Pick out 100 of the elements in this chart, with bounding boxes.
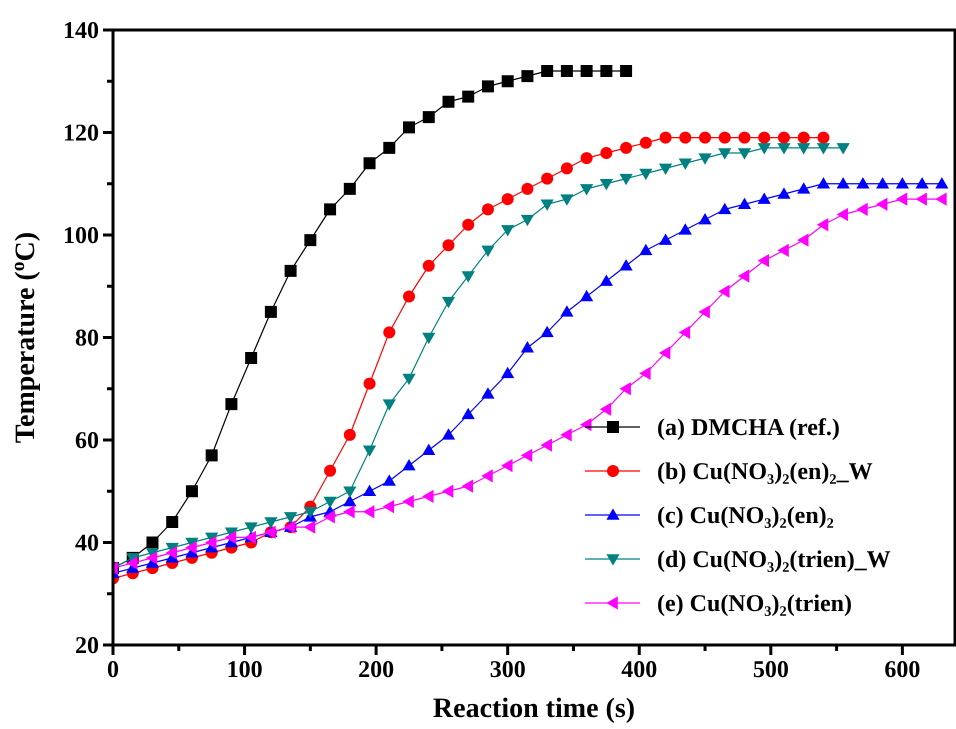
point xyxy=(206,449,218,462)
point xyxy=(146,536,158,548)
point xyxy=(364,378,376,390)
point xyxy=(186,485,198,498)
point xyxy=(403,121,416,134)
point xyxy=(383,142,396,154)
point xyxy=(324,464,336,477)
point xyxy=(836,177,850,189)
point xyxy=(244,522,258,534)
point xyxy=(658,234,672,245)
point xyxy=(777,244,789,257)
point xyxy=(481,246,495,257)
point xyxy=(166,546,178,560)
point xyxy=(264,517,278,529)
point xyxy=(836,208,848,222)
point xyxy=(777,143,791,154)
point xyxy=(362,505,374,518)
point xyxy=(382,500,394,514)
point xyxy=(343,505,355,518)
legend-label: (d) Cu(NO₃)₂(trien)_W xyxy=(657,547,891,573)
point xyxy=(402,459,416,470)
point xyxy=(442,484,454,498)
point xyxy=(699,132,712,144)
point xyxy=(323,510,335,524)
y-tick-label: 60 xyxy=(75,428,99,454)
point xyxy=(521,182,534,195)
point xyxy=(797,182,810,194)
point xyxy=(403,290,416,302)
legend-label: (a) DMCHA (ref.) xyxy=(657,415,840,441)
point xyxy=(166,516,178,528)
x-tick-label: 300 xyxy=(490,657,526,683)
point xyxy=(718,202,732,214)
point xyxy=(482,203,494,216)
point xyxy=(482,80,494,92)
point xyxy=(896,192,908,206)
point xyxy=(660,132,672,144)
x-tick-label: 500 xyxy=(752,657,789,683)
point xyxy=(738,132,750,144)
point xyxy=(225,398,238,410)
point xyxy=(935,177,948,189)
point xyxy=(462,218,474,231)
point xyxy=(797,143,810,154)
point xyxy=(364,157,376,170)
y-tick-label: 120 xyxy=(63,120,99,146)
point xyxy=(245,352,258,364)
point xyxy=(876,198,888,211)
point xyxy=(323,496,337,508)
point xyxy=(344,428,356,441)
point xyxy=(580,418,592,432)
point xyxy=(146,551,158,564)
point xyxy=(382,474,396,486)
point xyxy=(442,296,456,308)
x-tick-label: 200 xyxy=(358,657,394,683)
point xyxy=(678,223,692,235)
point xyxy=(935,192,947,206)
y-tick-label: 20 xyxy=(75,633,99,659)
point xyxy=(619,259,633,271)
point xyxy=(738,269,750,283)
point xyxy=(284,512,298,524)
point xyxy=(718,284,730,298)
point xyxy=(541,65,554,77)
point xyxy=(580,152,593,164)
point xyxy=(698,213,712,224)
point xyxy=(798,132,810,144)
point xyxy=(422,490,434,503)
x-axis-title: Reaction time (s) xyxy=(432,693,636,724)
x-tick-label: 100 xyxy=(226,657,263,683)
point xyxy=(343,494,356,506)
point xyxy=(658,164,672,175)
point xyxy=(481,469,493,482)
point xyxy=(324,203,336,216)
point xyxy=(540,326,554,338)
point xyxy=(816,218,828,232)
point xyxy=(284,264,297,277)
point xyxy=(856,202,868,216)
point xyxy=(600,178,613,190)
point xyxy=(560,305,574,317)
point xyxy=(362,445,376,457)
x-tick-label: 0 xyxy=(107,657,119,683)
point xyxy=(442,96,454,108)
point xyxy=(600,274,613,286)
point xyxy=(658,346,670,360)
point xyxy=(560,162,573,174)
point xyxy=(816,143,830,154)
point xyxy=(521,70,534,82)
point xyxy=(639,244,652,256)
point xyxy=(896,177,909,189)
point xyxy=(916,192,927,206)
point xyxy=(620,65,632,77)
point xyxy=(224,530,236,544)
point xyxy=(383,326,396,338)
point xyxy=(402,494,414,508)
point xyxy=(422,260,435,272)
point xyxy=(560,428,572,442)
y-tick-label: 100 xyxy=(63,223,99,249)
point xyxy=(619,174,633,186)
x-tick-label: 400 xyxy=(621,657,658,683)
point xyxy=(185,541,197,554)
point xyxy=(856,177,870,189)
point xyxy=(738,198,752,210)
